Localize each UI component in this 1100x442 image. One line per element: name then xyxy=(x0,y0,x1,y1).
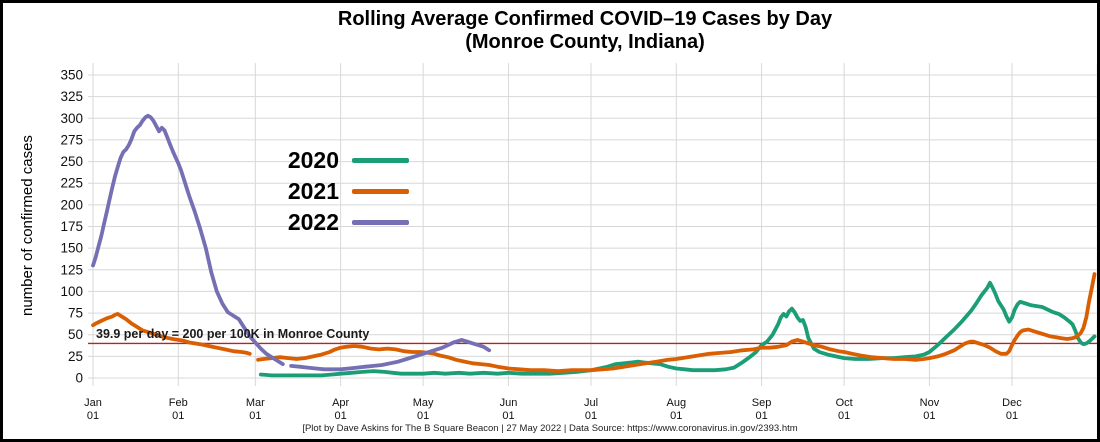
x-tick-label-month: Jan xyxy=(84,397,102,409)
x-tick-label-month: Feb xyxy=(169,397,188,409)
x-tick-label-month: Mar xyxy=(246,397,265,409)
plot-area: 0 25 50 75 100 125 150 175 200 225 250 275 300 325 350… xyxy=(60,63,1097,422)
x-tick-label-month: Jun xyxy=(500,397,518,409)
x-tick-label-day: 01 xyxy=(249,410,261,422)
series-line-2022 xyxy=(91,113,492,372)
threshold-annotation: 39.9 per day = 200 per 100K in Monroe Co… xyxy=(96,327,370,341)
x-tick-label-day: 01 xyxy=(585,410,597,422)
x-tick-label-day: 01 xyxy=(923,410,935,422)
y-tick-label: 0 xyxy=(75,371,83,386)
chart-title-line2: (Monroe County, Indiana) xyxy=(465,31,705,53)
x-tick-label-month: Jul xyxy=(584,397,598,409)
legend: 2020 2021 2022 xyxy=(269,145,409,238)
x-tick-label-day: 01 xyxy=(670,410,682,422)
x-tick-label-month: Nov xyxy=(920,397,940,409)
y-tick-label: 150 xyxy=(60,241,83,256)
y-tick-label: 225 xyxy=(60,176,83,191)
y-tick-label: 250 xyxy=(60,154,83,169)
y-tick-label: 300 xyxy=(60,111,83,126)
gridlines xyxy=(88,63,1097,386)
legend-label-2020: 2020 xyxy=(287,147,339,173)
x-tick-label-day: 01 xyxy=(755,410,767,422)
y-tick-label: 175 xyxy=(60,219,83,234)
y-tick-label: 75 xyxy=(68,306,83,321)
y-tick-label: 200 xyxy=(60,197,83,212)
legend-label-2022: 2022 xyxy=(287,209,339,235)
series-line-2021 xyxy=(91,272,1097,373)
y-tick-label: 125 xyxy=(60,262,83,277)
x-tick-label-day: 01 xyxy=(335,410,347,422)
caption: [Plot by Dave Askins for The B Square Be… xyxy=(302,423,798,434)
x-tick-label-day: 01 xyxy=(502,410,514,422)
x-tick-label-day: 01 xyxy=(172,410,184,422)
legend-item-2022: 2022 xyxy=(269,207,409,238)
legend-swatch-2022 xyxy=(352,220,409,225)
x-tick-label-day: 01 xyxy=(417,410,429,422)
y-tick-label: 25 xyxy=(68,349,83,364)
legend-swatch-2021 xyxy=(352,189,409,194)
x-tick-label-month: Sep xyxy=(752,397,772,409)
y-tick-label: 50 xyxy=(68,327,83,342)
y-tick-label: 350 xyxy=(60,68,83,83)
y-tick-label: 275 xyxy=(60,132,83,147)
legend-item-2020: 2020 xyxy=(269,145,409,176)
x-tick-label-month: Oct xyxy=(836,397,853,409)
axis-tick-labels: 0 25 50 75 100 125 150 175 200 225 250 275 300 325 350… xyxy=(60,68,1022,422)
chart-title: Rolling Average Confirmed COVID–19 Cases… xyxy=(73,8,1097,54)
y-tick-label: 100 xyxy=(60,284,83,299)
x-tick-label-day: 01 xyxy=(1006,410,1018,422)
x-tick-label-month: May xyxy=(413,397,434,409)
chart-title-line1: Rolling Average Confirmed COVID–19 Cases… xyxy=(337,8,833,30)
legend-swatch-2020 xyxy=(352,158,409,163)
x-tick-label-day: 01 xyxy=(838,410,850,422)
legend-label-2021: 2021 xyxy=(287,178,339,204)
y-axis-title: number of confirmed cases xyxy=(19,135,36,317)
legend-item-2021: 2021 xyxy=(269,176,409,207)
x-tick-label-day: 01 xyxy=(87,410,99,422)
x-tick-label-month: Dec xyxy=(1002,397,1022,409)
y-tick-label: 325 xyxy=(60,89,83,104)
x-tick-label-month: Apr xyxy=(332,397,349,409)
series-line-2020 xyxy=(258,280,1097,378)
x-tick-label-month: Aug xyxy=(667,397,687,409)
